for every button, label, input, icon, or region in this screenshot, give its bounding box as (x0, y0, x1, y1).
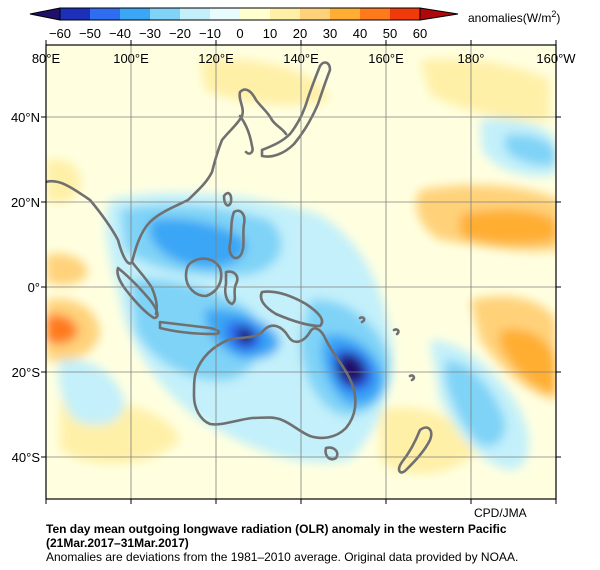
colorbar-tick-label: −40 (109, 26, 131, 41)
colorbar-tick-label: 0 (236, 26, 243, 41)
coastline-philippines (228, 209, 246, 260)
colorbar-swatch (210, 8, 240, 20)
colorbar-tick-label: 40 (353, 26, 367, 41)
positive-anomaly-core-indian-ocean (46, 314, 78, 344)
negative-anomaly-area-indian-ocean (58, 359, 125, 425)
colorbar-swatch (60, 8, 90, 20)
colorbar-swatch (120, 8, 150, 20)
olr-anomaly-map: 80°E 100°E 120°E 140°E 160°E 180° 160°W 40°N 20… (11, 40, 576, 504)
colorbar-tick-label: −10 (199, 26, 221, 41)
coastline-australia (192, 324, 357, 440)
map-svg: 80°E 100°E 120°E 140°E 160°E 180° 160°W 40°N 20… (11, 40, 576, 504)
positive-anomaly-area-west (46, 159, 81, 203)
colorbar-swatch (300, 8, 330, 20)
coastline-new-zealand (397, 426, 433, 474)
negative-anomaly-extreme-coral-sea (337, 353, 366, 385)
negative-anomaly-area-celebes (150, 218, 246, 268)
negative-anomaly-core-north-pacific (505, 134, 556, 166)
coastline-east-asia (46, 88, 288, 265)
colorbar-tick-label: 10 (263, 26, 277, 41)
figure-title: Ten day mean outgoing longwave radiation… (46, 522, 507, 536)
positive-anomaly-area-northeast (420, 58, 550, 121)
longitude-label: 140°E (283, 51, 319, 66)
latitude-label: 40°N (11, 110, 40, 125)
coastline-borneo (184, 257, 223, 298)
colorbar-tick-label: −20 (169, 26, 191, 41)
credit-label: CPD/JMA (474, 506, 527, 520)
colorbar-swatch (330, 8, 360, 20)
colorbar-swatch (150, 8, 180, 20)
longitude-label: 160°E (368, 51, 404, 66)
longitude-label: 120°E (198, 51, 234, 66)
coastline-new-guinea (259, 290, 324, 328)
colorbar-swatch (180, 8, 210, 20)
colorbar-tick-labels: −60 −50 −40 −30 −20 −10 0 10 20 30 40 50 60 (49, 26, 427, 41)
colorbar-swatch (360, 8, 390, 20)
colorbar-tick-label: −60 (49, 26, 71, 41)
colorbar-tick-label: −50 (79, 26, 101, 41)
latitude-labels: 40°N 20°N 0° 20°S 40°S (11, 110, 40, 465)
colorbar-swatch (90, 8, 120, 20)
axis-tick-marks (41, 40, 561, 504)
latitude-label: 20°N (11, 195, 40, 210)
coastline-sulawesi (223, 270, 239, 306)
latitude-label: 0° (28, 280, 40, 295)
colorbar-tick-label: −30 (139, 26, 161, 41)
latitude-label: 20°S (12, 365, 41, 380)
coastline-pacific-islands (358, 316, 416, 382)
longitude-label: 100°E (113, 51, 149, 66)
colorbar-tick-label: 20 (293, 26, 307, 41)
colorbar-tick-label: 50 (383, 26, 397, 41)
positive-anomaly-area-bay-of-bengal (46, 253, 88, 285)
colorbar-unit-label: anomalies(W/m2) (468, 9, 560, 25)
figure-period: (21Mar.2017–31Mar.2017) (46, 536, 189, 550)
colorbar-swatches (60, 8, 420, 20)
colorbar-tick-label: 30 (323, 26, 337, 41)
negative-anomaly-area-southeast-pacific (445, 360, 506, 447)
coastline-indochina (130, 260, 159, 316)
longitude-label: 160°W (536, 51, 576, 66)
positive-anomaly-area-central-pacific (460, 209, 556, 245)
colorbar: −60 −50 −40 −30 −20 −10 0 10 20 30 40 50 60 anomalie… (29, 7, 560, 41)
coastline-korea (238, 114, 254, 155)
longitude-label: 180° (458, 51, 485, 66)
positive-anomaly-area-south-pacific (500, 329, 556, 395)
graticule (46, 45, 556, 499)
positive-anomaly-area-north (200, 59, 330, 106)
longitude-label: 80°E (32, 51, 61, 66)
colorbar-frame (59, 7, 421, 21)
colorbar-swatch (270, 8, 300, 20)
colorbar-swatch (390, 8, 420, 20)
negative-anomaly-area-south-china-sea (130, 279, 261, 381)
latitude-label: 40°S (12, 450, 41, 465)
coastline-java (158, 320, 221, 336)
negative-anomaly-extreme-arafura (238, 327, 255, 345)
coastlines (46, 61, 433, 474)
colorbar-tick-label: 60 (413, 26, 427, 41)
coastline-tasmania (324, 446, 339, 461)
coastline-japan (260, 61, 332, 158)
longitude-labels: 80°E 100°E 120°E 140°E 160°E 180° 160°W (32, 51, 576, 66)
colorbar-swatch (240, 8, 270, 20)
coastline-sumatra (116, 266, 159, 320)
figure-note: Anomalies are deviations from the 1981–2… (46, 550, 519, 564)
